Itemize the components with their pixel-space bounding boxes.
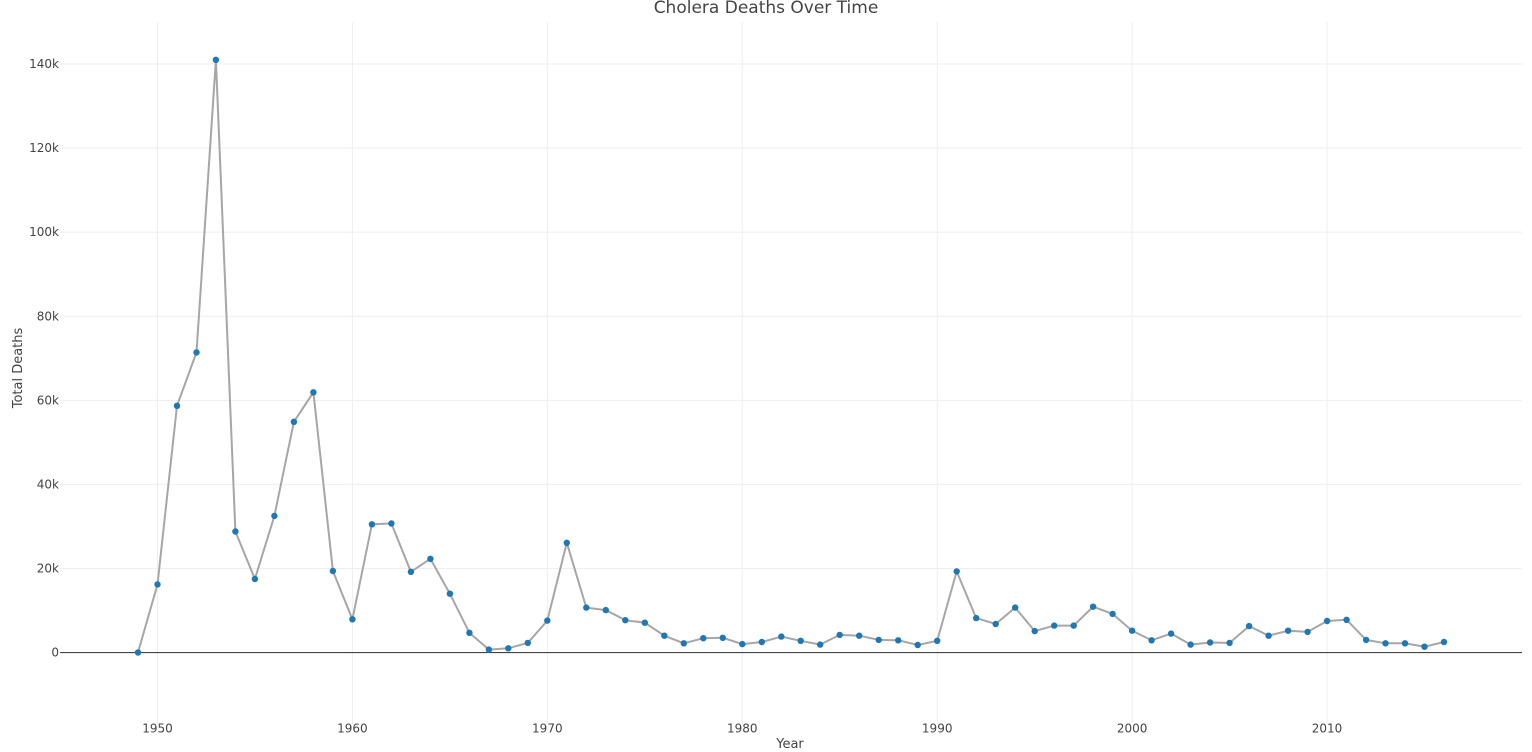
x-tick-label: 2010 — [1312, 722, 1343, 736]
data-point[interactable] — [427, 555, 434, 562]
data-point[interactable] — [992, 620, 999, 628]
x-tick-label: 1990 — [922, 722, 953, 736]
data-point[interactable] — [1284, 627, 1292, 634]
data-point[interactable] — [1440, 638, 1448, 646]
data-point[interactable] — [1343, 616, 1350, 623]
data-point[interactable] — [1167, 630, 1175, 637]
y-tick-label: 140k — [29, 57, 59, 71]
x-tick-label: 1970 — [532, 722, 563, 736]
data-point[interactable] — [212, 56, 220, 63]
data-point[interactable] — [446, 590, 454, 597]
data-point[interactable] — [700, 635, 707, 642]
data-point[interactable] — [680, 640, 687, 647]
data-point[interactable] — [271, 512, 278, 520]
data-point[interactable] — [914, 641, 921, 649]
y-tick-label: 60k — [37, 393, 59, 407]
data-point[interactable] — [154, 581, 161, 588]
data-point[interactable] — [290, 418, 298, 425]
y-tick-label: 20k — [37, 561, 59, 575]
y-tick-label: 80k — [37, 309, 59, 323]
data-point[interactable] — [1051, 622, 1058, 629]
x-tick-label: 2000 — [1117, 722, 1148, 736]
data-point[interactable] — [388, 520, 395, 527]
data-point[interactable] — [485, 646, 493, 653]
data-point[interactable] — [895, 637, 902, 644]
data-point[interactable] — [934, 637, 941, 644]
data-point[interactable] — [1128, 627, 1136, 634]
data-point[interactable] — [1401, 640, 1409, 647]
data-point[interactable] — [1382, 640, 1389, 647]
y-tick-label: 120k — [29, 141, 59, 155]
data-point[interactable] — [310, 389, 317, 396]
data-point[interactable] — [1362, 636, 1370, 644]
data-point[interactable] — [563, 539, 570, 546]
data-point[interactable] — [134, 649, 142, 656]
data-point[interactable] — [973, 614, 980, 622]
y-tick-label: 0 — [51, 646, 59, 660]
data-point[interactable] — [349, 616, 356, 623]
data-point[interactable] — [1109, 610, 1116, 618]
data-point[interactable] — [1187, 641, 1194, 648]
data-point[interactable] — [505, 645, 512, 652]
x-axis-label: Year — [775, 737, 804, 752]
x-axis-ticks: 1950 1960 1970 1980 1990 2000 2010 — [142, 722, 1342, 736]
data-point[interactable] — [758, 638, 765, 646]
x-tick-label: 1980 — [727, 722, 758, 736]
data-point[interactable] — [1089, 603, 1097, 610]
data-point[interactable] — [622, 617, 629, 624]
data-point[interactable] — [1421, 643, 1428, 650]
gridlines — [60, 22, 1522, 724]
data-point[interactable] — [1012, 604, 1019, 611]
data-point[interactable] — [836, 631, 843, 639]
data-point[interactable] — [1031, 627, 1038, 635]
data-point[interactable] — [602, 606, 609, 614]
data-point[interactable] — [1245, 622, 1253, 630]
data-point[interactable] — [661, 632, 668, 639]
data-point[interactable] — [1148, 637, 1155, 644]
data-point[interactable] — [953, 568, 960, 575]
y-axis-label: Total Deaths — [11, 327, 26, 409]
data-point[interactable] — [193, 349, 200, 356]
data-point[interactable] — [544, 617, 551, 624]
x-tick-label: 1960 — [337, 722, 368, 736]
data-point[interactable] — [1070, 622, 1077, 629]
data-point[interactable] — [719, 634, 726, 641]
data-point[interactable] — [1304, 628, 1311, 636]
data-point[interactable] — [251, 575, 259, 583]
data-points — [134, 56, 1448, 656]
data-point[interactable] — [524, 639, 531, 647]
data-point[interactable] — [407, 568, 415, 575]
data-point[interactable] — [329, 567, 337, 575]
chart-title: Cholera Deaths Over Time — [654, 0, 879, 18]
data-point[interactable] — [1323, 617, 1331, 625]
data-point[interactable] — [875, 636, 882, 644]
data-point[interactable] — [1226, 639, 1233, 647]
data-point[interactable] — [583, 604, 590, 611]
data-point[interactable] — [778, 633, 785, 640]
data-point[interactable] — [817, 641, 824, 648]
y-axis-ticks: 0 20k 40k 60k 80k 100k 120k 140k — [29, 57, 59, 660]
data-point[interactable] — [1206, 639, 1214, 646]
series-line — [137, 59, 1445, 653]
data-point[interactable] — [173, 402, 181, 409]
data-point[interactable] — [797, 637, 804, 644]
data-point[interactable] — [856, 632, 863, 639]
y-tick-label: 40k — [37, 477, 59, 491]
x-tick-label: 1950 — [142, 722, 173, 736]
y-tick-label: 100k — [29, 225, 59, 239]
data-point[interactable] — [232, 528, 239, 535]
data-point[interactable] — [466, 629, 473, 636]
data-point[interactable] — [641, 619, 648, 626]
data-point[interactable] — [739, 640, 746, 648]
data-point[interactable] — [1265, 632, 1272, 639]
data-point[interactable] — [368, 521, 376, 528]
